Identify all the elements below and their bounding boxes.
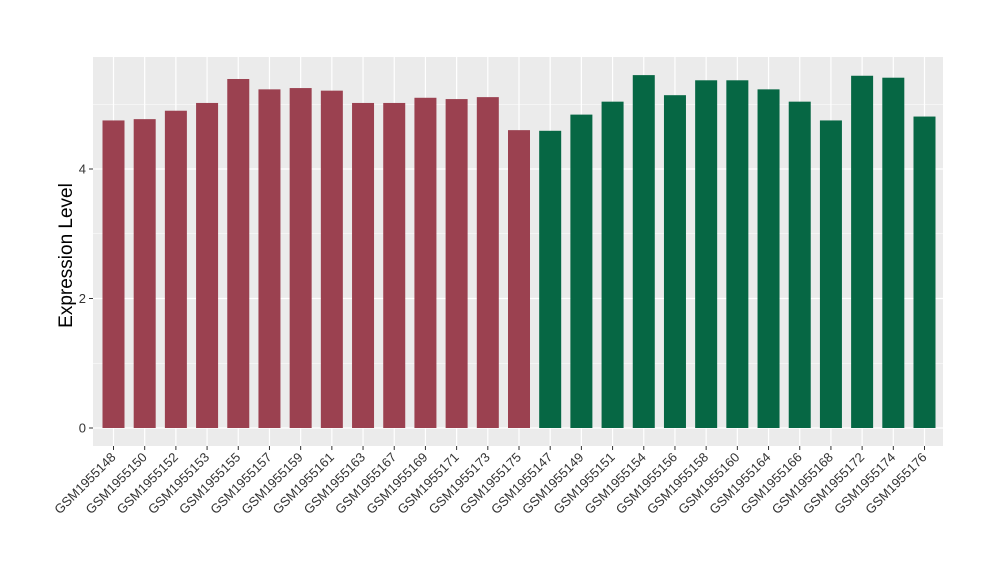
bar-GSM1955172 — [851, 75, 874, 428]
bar-GSM1955149 — [570, 114, 593, 429]
y-axis: 0 2 4 — [79, 162, 93, 436]
bar-GSM1955161 — [320, 90, 343, 428]
x-axis: GSM1955148GSM1955150GSM1955152GSM1955153… — [51, 446, 930, 517]
bar-GSM1955152 — [164, 110, 187, 428]
bar-GSM1955153 — [196, 102, 219, 428]
bar-GSM1955156 — [663, 95, 686, 428]
bar-GSM1955164 — [757, 89, 780, 429]
bar-GSM1955155 — [227, 78, 250, 428]
bar-GSM1955166 — [788, 101, 811, 428]
bar-GSM1955171 — [445, 99, 468, 428]
bar-GSM1955160 — [726, 80, 749, 428]
bar-GSM1955151 — [601, 101, 624, 428]
bar-GSM1955173 — [476, 97, 499, 428]
y-tick-label: 2 — [79, 291, 86, 306]
bar-GSM1955154 — [632, 75, 655, 429]
bar-GSM1955157 — [258, 89, 281, 429]
y-tick-label: 4 — [79, 162, 86, 177]
bar-GSM1955150 — [133, 119, 156, 428]
bar-GSM1955169 — [414, 97, 437, 429]
bar-GSM1955168 — [819, 120, 842, 428]
bar-GSM1955147 — [539, 130, 562, 429]
bar-GSM1955163 — [352, 102, 375, 428]
bar-GSM1955174 — [882, 77, 905, 428]
bar-GSM1955175 — [508, 130, 530, 428]
y-axis-title: Expression Level — [56, 183, 77, 328]
bar-GSM1955148 — [102, 120, 125, 428]
bar-GSM1955159 — [289, 88, 312, 428]
bar-GSM1955167 — [383, 102, 406, 428]
bar-GSM1955176 — [913, 116, 936, 429]
y-tick-label: 0 — [79, 421, 86, 436]
bars — [102, 75, 936, 429]
bar-GSM1955158 — [695, 80, 718, 428]
